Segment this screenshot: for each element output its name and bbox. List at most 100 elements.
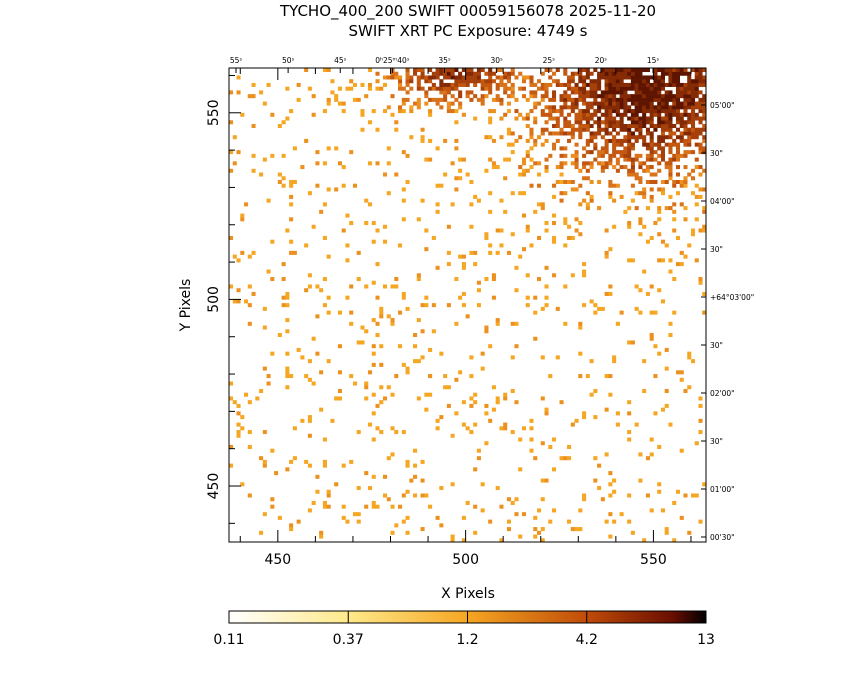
heatmap-cell (319, 530, 324, 535)
heatmap-cell (518, 71, 523, 76)
heatmap-cell (488, 209, 493, 214)
heatmap-cell (698, 82, 703, 87)
heatmap-cell (364, 284, 369, 289)
heatmap-cell (619, 165, 624, 170)
heatmap-cell (446, 262, 451, 267)
heatmap-cell (615, 142, 620, 147)
heatmap-cell (379, 86, 384, 91)
heatmap-cell (679, 71, 684, 76)
heatmap-cell (540, 127, 545, 132)
heatmap-cell (604, 123, 609, 129)
heatmap-cell (589, 86, 594, 91)
heatmap-cell (574, 228, 579, 233)
heatmap-cell (364, 198, 369, 203)
heatmap-cell (533, 161, 538, 166)
heatmap-cell (657, 482, 662, 487)
heatmap-cell (548, 82, 553, 87)
heatmap-cell (672, 123, 677, 129)
heatmap-cell (469, 97, 474, 102)
heatmap-cell (615, 150, 620, 155)
heatmap-cell (281, 153, 286, 158)
heatmap-cell (615, 68, 620, 73)
heatmap-cell (563, 217, 568, 222)
heatmap-cell (660, 239, 665, 244)
heatmap-cell (307, 191, 312, 196)
heatmap-cell (627, 224, 632, 229)
heatmap-cell (687, 530, 692, 535)
heatmap-cell (585, 123, 590, 129)
heatmap-cell (454, 146, 459, 151)
heatmap-cell (529, 165, 534, 170)
heatmap-cell (371, 239, 376, 244)
heatmap-cell (375, 332, 380, 338)
heatmap-cell (627, 142, 632, 147)
heatmap-cell (259, 530, 264, 535)
heatmap-cell (405, 68, 410, 73)
heatmap-cell (506, 497, 511, 502)
heatmap-cell (604, 291, 609, 296)
heatmap-cell (672, 79, 677, 84)
heatmap-cell (585, 161, 590, 166)
heatmap-cell (694, 493, 699, 498)
heatmap-cell (360, 82, 365, 87)
heatmap-cell (536, 161, 542, 166)
heatmap-cell (499, 504, 504, 509)
heatmap-cell (450, 433, 455, 438)
heatmap-cell (608, 512, 613, 517)
heatmap-cell (405, 79, 410, 84)
heatmap-cell (424, 295, 429, 300)
heatmap-cell (589, 138, 594, 143)
heatmap-cell (630, 340, 635, 345)
heatmap-cell (638, 217, 643, 222)
heatmap-cell (443, 385, 448, 390)
heatmap-cell (375, 504, 380, 509)
heatmap-cell (476, 97, 481, 102)
heatmap-cell (645, 131, 650, 136)
heatmap-cell (649, 116, 654, 121)
heatmap-cell (552, 105, 557, 110)
heatmap-cell (578, 120, 583, 125)
heatmap-cell (630, 172, 635, 177)
heatmap-cell (683, 165, 688, 170)
heatmap-cell (247, 493, 252, 498)
heatmap-cell (364, 504, 369, 509)
heatmap-cell (619, 105, 624, 110)
heatmap-cell (597, 75, 602, 80)
heatmap-cell (525, 150, 530, 155)
heatmap-cell (398, 310, 403, 315)
heatmap-cell (675, 75, 681, 80)
heatmap-cell (552, 109, 557, 114)
heatmap-cell (683, 94, 688, 99)
heatmap-cell (604, 116, 609, 121)
heatmap-cell (604, 97, 609, 102)
heatmap-cell (435, 71, 440, 76)
heatmap-cell (262, 463, 267, 468)
heatmap-cell (567, 138, 572, 143)
heatmap-cell (615, 183, 620, 188)
heatmap-cell (334, 482, 339, 487)
heatmap-cell (657, 101, 662, 106)
heatmap-cell (322, 463, 327, 468)
heatmap-cell (285, 318, 290, 323)
heatmap-cell (379, 306, 384, 311)
heatmap-cell (634, 284, 639, 289)
heatmap-cell (322, 459, 327, 464)
heatmap-cell (536, 172, 542, 177)
heatmap-cell (638, 86, 643, 91)
heatmap-cell (645, 239, 650, 244)
heatmap-cell (446, 90, 451, 95)
heatmap-cell (345, 295, 350, 300)
heatmap-cell (702, 94, 707, 99)
heatmap-cell (322, 500, 327, 505)
heatmap-cell (574, 157, 579, 162)
heatmap-cell (533, 295, 538, 300)
heatmap-cell (289, 374, 294, 379)
heatmap-cell (405, 82, 410, 87)
heatmap-cell (488, 344, 493, 349)
heatmap-cell (465, 79, 470, 84)
heatmap-cell (638, 191, 643, 196)
heatmap-cell (476, 303, 481, 308)
heatmap-cell (435, 426, 440, 431)
heatmap-cell (521, 79, 527, 84)
heatmap-cell (578, 94, 583, 99)
